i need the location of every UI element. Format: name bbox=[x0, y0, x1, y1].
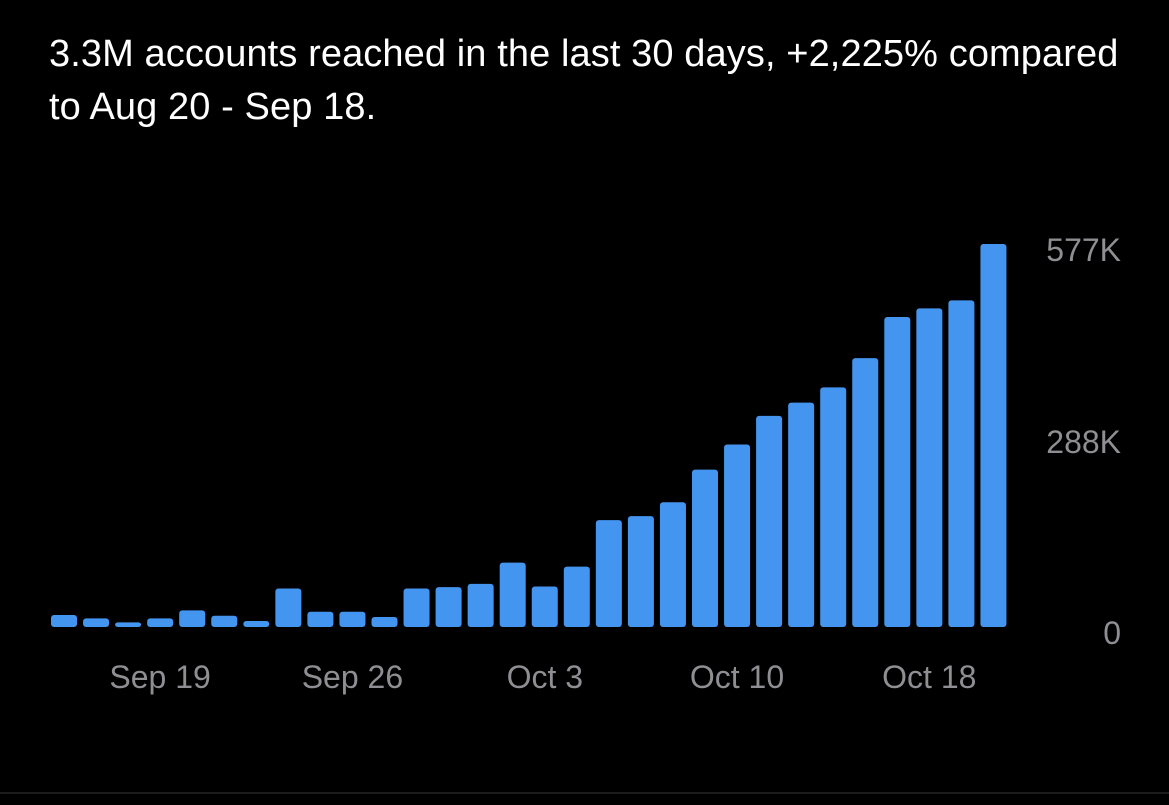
bottom-divider bbox=[0, 792, 1169, 794]
bar-19 bbox=[627, 516, 654, 627]
bar-8 bbox=[275, 588, 302, 627]
bar-14 bbox=[467, 583, 494, 627]
bar-6 bbox=[211, 615, 238, 627]
y-axis-ticks: 577K 288K 0 bbox=[1046, 232, 1121, 651]
x-tick-label: Sep 19 bbox=[109, 659, 210, 695]
bar-15 bbox=[499, 562, 526, 627]
y-tick-label: 0 bbox=[1103, 615, 1121, 651]
bar-26 bbox=[852, 358, 879, 627]
bar-9 bbox=[307, 611, 334, 627]
x-tick-label: Oct 10 bbox=[690, 659, 784, 695]
bar-1 bbox=[51, 615, 77, 627]
bar-13 bbox=[435, 587, 462, 627]
bar-2 bbox=[83, 618, 110, 627]
bar-3 bbox=[115, 622, 142, 627]
bar-28 bbox=[916, 308, 943, 627]
y-tick-label: 288K bbox=[1046, 424, 1121, 460]
bar-24 bbox=[788, 402, 815, 627]
bar-29 bbox=[948, 300, 975, 627]
bar-11 bbox=[371, 617, 398, 627]
bar-17 bbox=[563, 566, 590, 627]
bar-12 bbox=[403, 588, 430, 627]
bar-10 bbox=[339, 611, 366, 627]
bar-7 bbox=[243, 621, 270, 627]
bar-30 bbox=[980, 244, 1007, 627]
bar-5 bbox=[179, 610, 206, 627]
bar-20 bbox=[659, 502, 686, 627]
x-axis-ticks: Sep 19 Sep 26 Oct 3 Oct 10 Oct 18 bbox=[109, 659, 976, 695]
y-tick-label: 577K bbox=[1046, 232, 1121, 268]
bar-16 bbox=[531, 586, 558, 627]
reach-summary: 3.3M accounts reached in the last 30 day… bbox=[49, 33, 1119, 128]
bar-27 bbox=[884, 317, 911, 627]
bar-25 bbox=[820, 387, 847, 627]
bar-4 bbox=[147, 618, 174, 627]
bar-21 bbox=[692, 469, 718, 627]
bars-group bbox=[51, 244, 1007, 627]
bar-22 bbox=[724, 444, 751, 627]
x-tick-label: Sep 26 bbox=[302, 659, 403, 695]
bar-18 bbox=[595, 520, 622, 627]
x-tick-label: Oct 18 bbox=[882, 659, 976, 695]
x-tick-label: Oct 3 bbox=[507, 659, 583, 695]
bar-23 bbox=[756, 415, 783, 627]
